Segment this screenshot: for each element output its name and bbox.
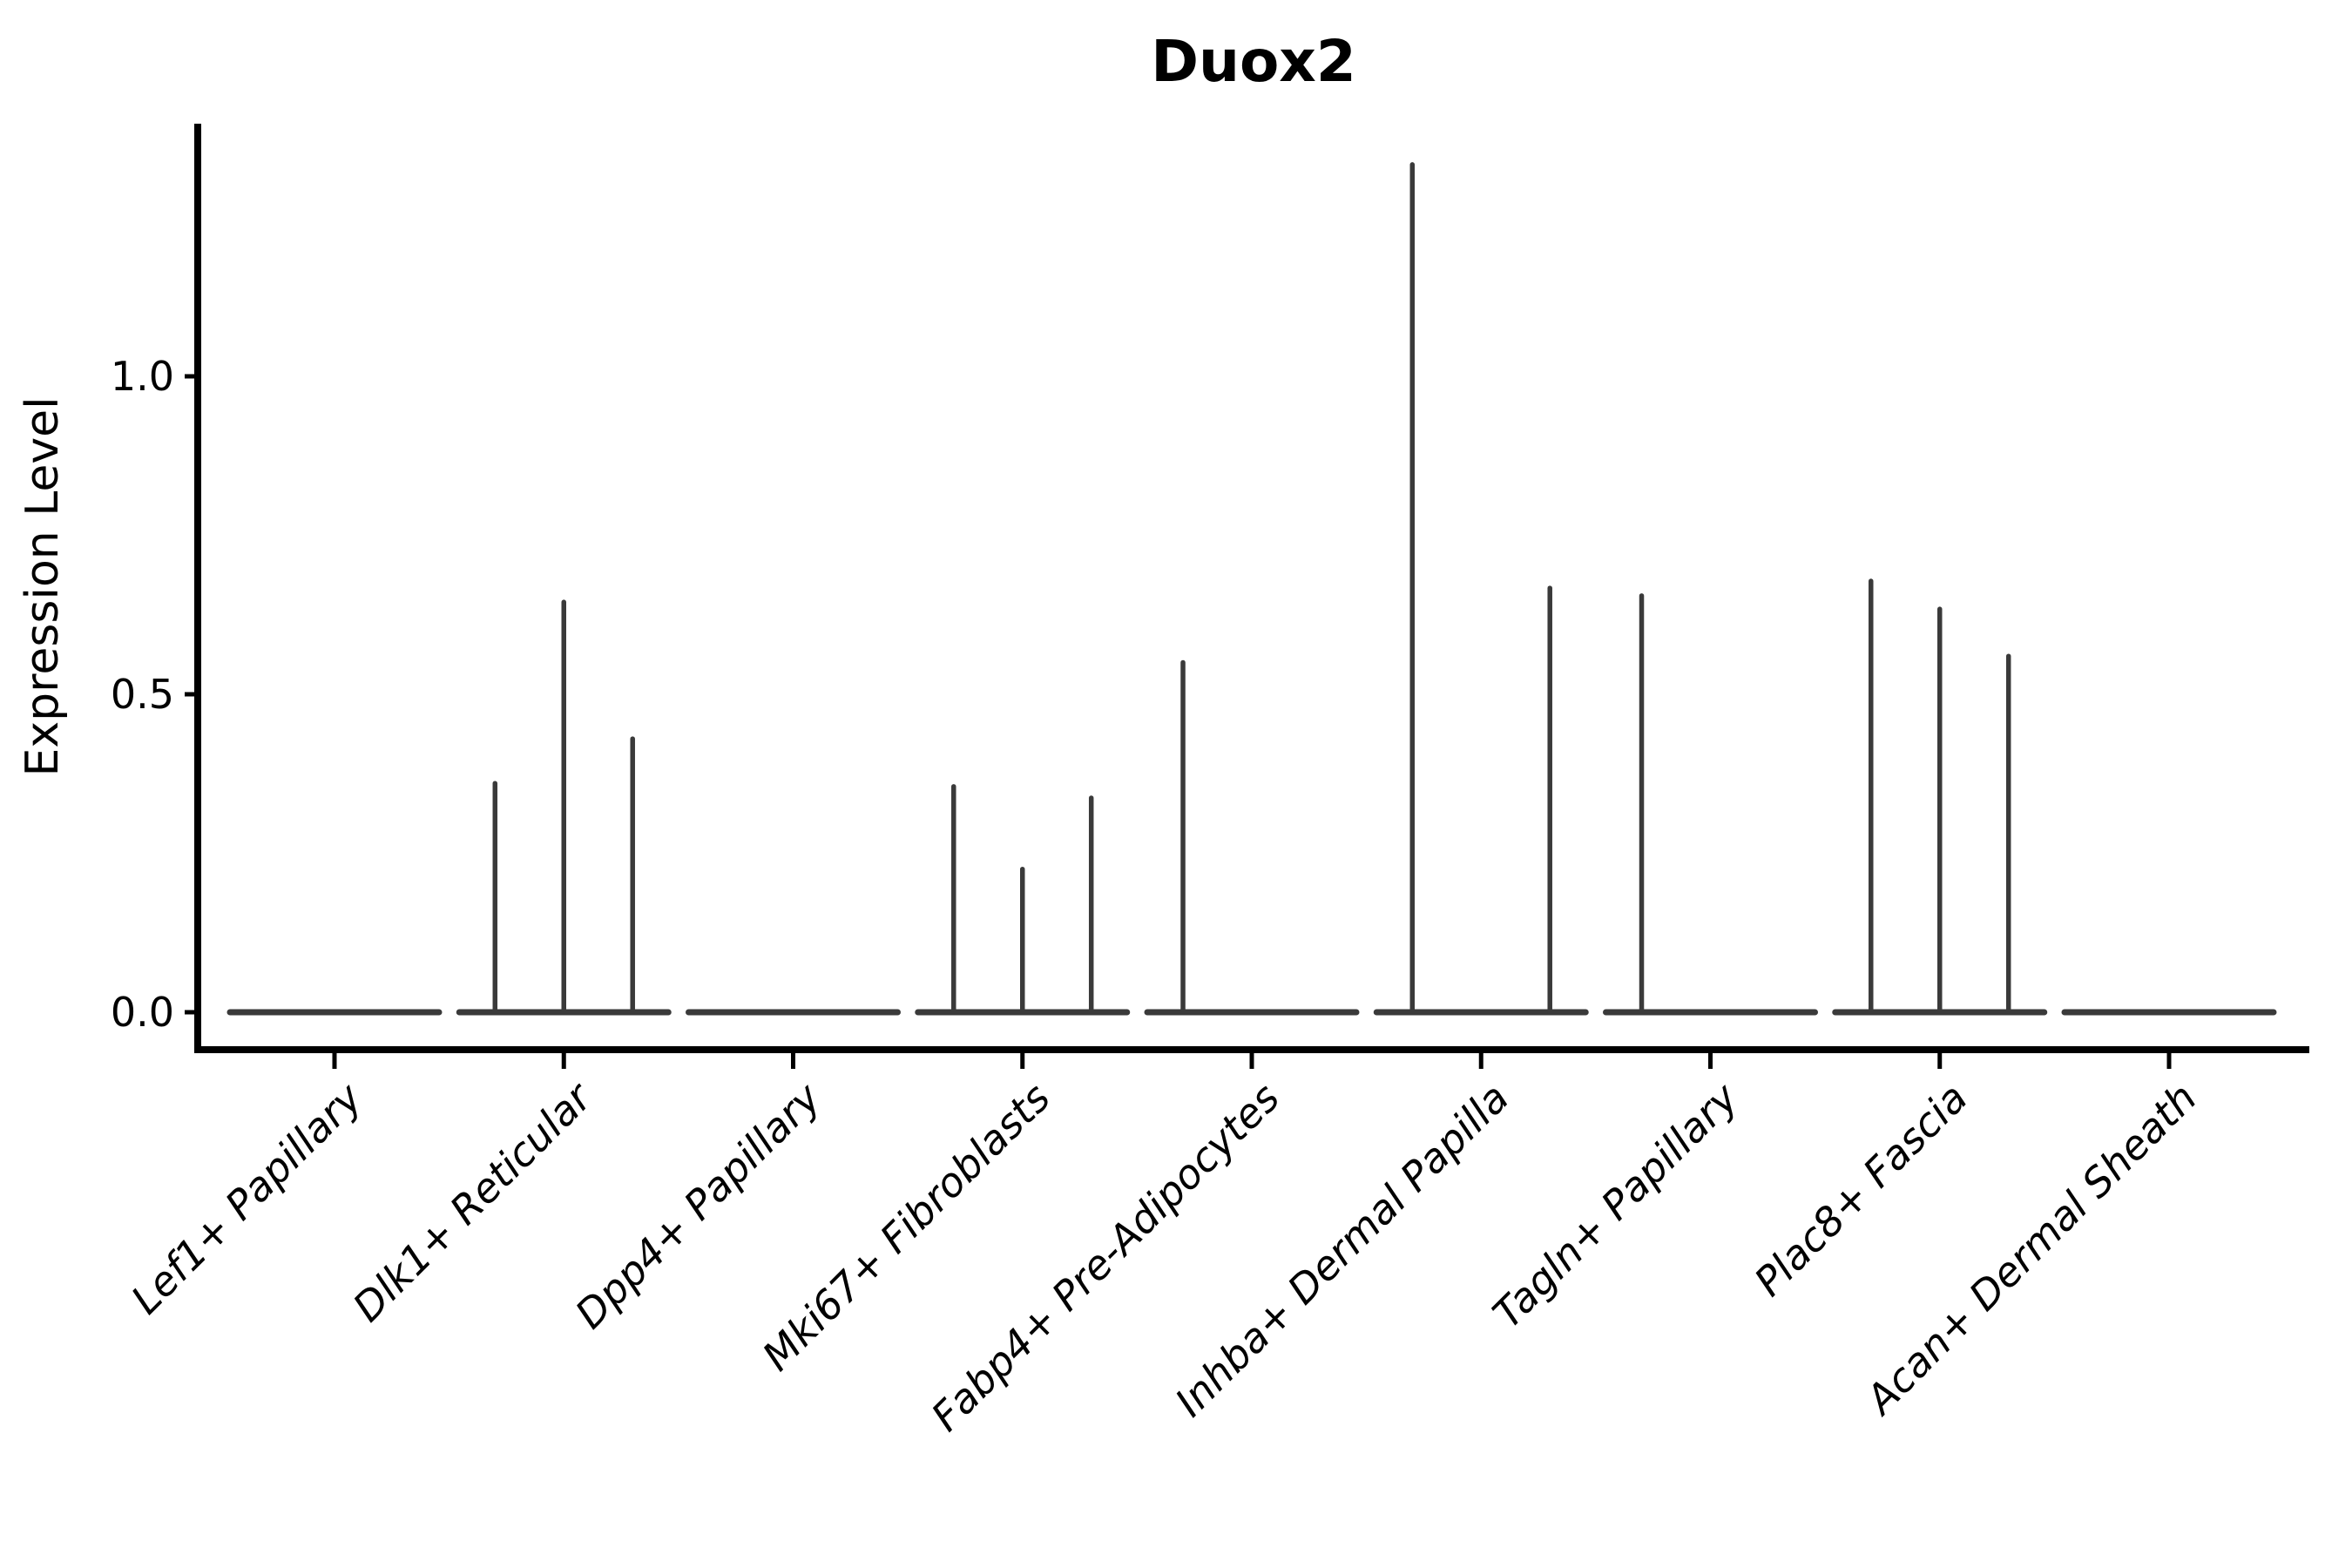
violin-group bbox=[1373, 162, 1589, 1016]
y-tick-label: 0.0 bbox=[111, 989, 174, 1036]
violin-group bbox=[456, 599, 672, 1016]
x-tick-label: Plac8+ Fascia bbox=[1745, 1074, 1976, 1305]
x-tick-label: Tagln+ Papillary bbox=[1484, 1073, 1747, 1337]
y-tick-label: 1.0 bbox=[111, 353, 174, 400]
x-tick-label: Lef1+ Papillary bbox=[122, 1073, 371, 1322]
violin-group bbox=[915, 784, 1131, 1016]
violin-group bbox=[1144, 659, 1360, 1016]
x-tick-label: Dlk1+ Reticular bbox=[344, 1072, 603, 1331]
y-axis-label: Expression Level bbox=[17, 396, 69, 776]
x-tick-label: Dpp4+ Papillary bbox=[566, 1073, 830, 1337]
chart-title: Duox2 bbox=[1151, 28, 1356, 95]
violin-group bbox=[1603, 593, 1818, 1016]
violin-group bbox=[1832, 578, 2048, 1016]
y-tick-label: 0.5 bbox=[111, 671, 174, 718]
